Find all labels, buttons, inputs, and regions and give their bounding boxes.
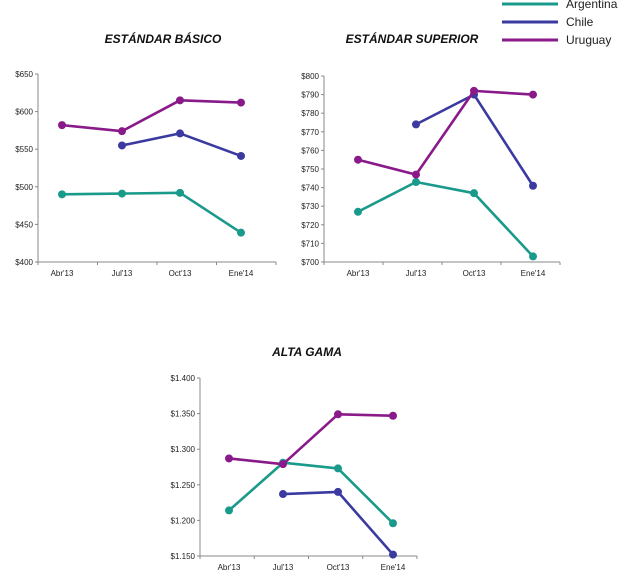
x-tick-label: Abr'13 (218, 563, 241, 572)
x-tick-label: Ene'14 (229, 269, 254, 278)
y-tick-label: $650 (15, 70, 33, 79)
data-point-uruguay (176, 96, 184, 105)
data-point-argentina (225, 506, 233, 515)
y-tick-label: $750 (301, 165, 319, 174)
data-point-uruguay (412, 170, 420, 179)
series-line-argentina (357, 180, 534, 258)
chart-alta-gama: ALTA GAMA $1.150 $1.200 $1.250 $1.300 $1.350 $… (171, 345, 418, 572)
data-point-uruguay (118, 127, 126, 136)
legend: Argentina Chile Uruguay (502, 0, 618, 47)
data-point-argentina (354, 207, 362, 216)
data-point-uruguay (225, 454, 233, 463)
y-tick-label: $1.150 (171, 552, 196, 561)
y-tick-label: $700 (301, 258, 319, 267)
x-tick-label: Ene'14 (521, 269, 546, 278)
y-tick-label: $1.300 (171, 445, 196, 454)
y-tick-label: $790 (301, 91, 319, 100)
data-point-chile (412, 120, 420, 129)
chart-title: ESTÁNDAR BÁSICO (105, 31, 222, 46)
y-tick-label: $740 (301, 184, 319, 193)
data-point-uruguay (279, 460, 287, 469)
y-tick-label: $1.200 (171, 516, 196, 525)
data-point-argentina (58, 190, 66, 199)
data-point-argentina (176, 188, 184, 197)
y-tick-label: $720 (301, 221, 319, 230)
data-point-argentina (412, 178, 420, 187)
y-tick-label: $710 (301, 239, 319, 248)
data-point-uruguay (529, 90, 537, 99)
y-tick-label: $400 (15, 258, 33, 267)
legend-label-argentina: Argentina (566, 0, 618, 11)
x-tick-label: Oct'13 (463, 269, 486, 278)
y-tick-label: $1.350 (171, 410, 196, 419)
data-point-uruguay (354, 155, 362, 164)
x-tick-label: Abr'13 (347, 269, 370, 278)
x-tick-label: Oct'13 (169, 269, 192, 278)
data-point-argentina (118, 189, 126, 198)
chart-estandar-basico: ESTÁNDAR BÁSICO $400 $450 $500 $550 $600 $650 A… (15, 31, 277, 278)
data-point-argentina (529, 252, 537, 261)
series-line-uruguay (61, 99, 242, 133)
y-tick-label: $600 (15, 108, 33, 117)
x-tick-label: Jul'13 (406, 269, 427, 278)
chart-title: ALTA GAMA (271, 345, 342, 359)
x-tick-label: Jul'13 (112, 269, 133, 278)
series-line-chile (415, 93, 535, 187)
y-tick-label: $780 (301, 109, 319, 118)
data-point-argentina (389, 519, 397, 528)
data-point-uruguay (334, 410, 342, 419)
data-point-uruguay (58, 121, 66, 130)
chart-title: ESTÁNDAR SUPERIOR (346, 31, 479, 46)
legend-label-uruguay: Uruguay (566, 33, 611, 47)
chart-estandar-superior: ESTÁNDAR SUPERIOR $700 $710 $720 $730 $740 $75… (301, 31, 561, 278)
series-line-chile (282, 490, 394, 556)
data-point-argentina (237, 228, 245, 237)
data-point-chile (389, 550, 397, 559)
y-tick-label: $450 (15, 220, 33, 229)
y-tick-label: $500 (15, 183, 33, 192)
series-line-uruguay (357, 89, 534, 176)
data-point-chile (237, 151, 245, 160)
data-point-chile (529, 181, 537, 190)
series-line-argentina (228, 461, 394, 525)
y-tick-label: $550 (15, 145, 33, 154)
y-tick-label: $1.250 (171, 481, 196, 490)
x-tick-label: Jul'13 (273, 563, 294, 572)
data-point-chile (118, 141, 126, 150)
x-tick-label: Ene'14 (381, 563, 406, 572)
data-point-argentina (470, 189, 478, 198)
y-tick-label: $1.400 (171, 374, 196, 383)
series-line-uruguay (228, 413, 394, 466)
y-tick-label: $800 (301, 72, 319, 81)
x-tick-label: Oct'13 (327, 563, 350, 572)
legend-label-chile: Chile (566, 15, 594, 29)
data-point-uruguay (470, 86, 478, 95)
data-point-uruguay (389, 411, 397, 420)
data-point-uruguay (237, 98, 245, 107)
series-line-argentina (61, 191, 242, 234)
x-tick-label: Abr'13 (51, 269, 74, 278)
y-tick-label: $770 (301, 128, 319, 137)
data-point-chile (334, 487, 342, 496)
y-tick-label: $730 (301, 202, 319, 211)
data-point-chile (176, 129, 184, 138)
y-tick-label: $760 (301, 146, 319, 155)
data-point-argentina (334, 464, 342, 473)
data-point-chile (279, 490, 287, 499)
